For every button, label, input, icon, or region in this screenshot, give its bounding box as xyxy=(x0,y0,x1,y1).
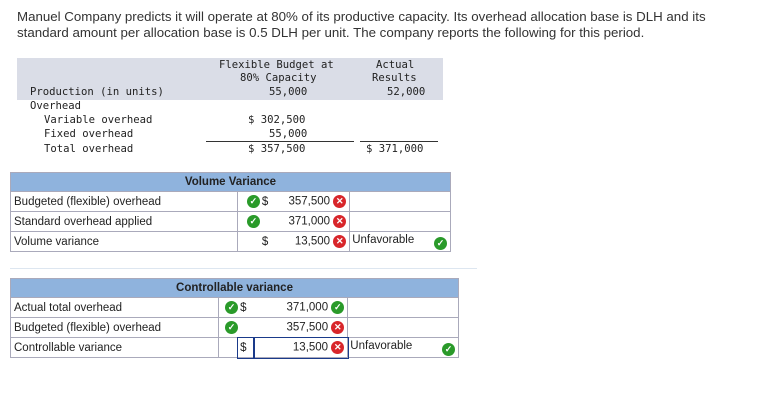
result-cell xyxy=(349,211,451,232)
table-row: Budgeted (flexible) overhead ✓ 357,500 ✕ xyxy=(10,317,459,338)
row-label: Budgeted (flexible) overhead xyxy=(10,317,219,338)
check-circle-icon: ✓ xyxy=(442,342,455,356)
total-overhead-value: $ 357,500 xyxy=(248,143,306,155)
result-cell xyxy=(347,317,459,338)
check-circle-icon: ✓ xyxy=(246,195,260,208)
currency[interactable]: $ xyxy=(259,191,280,212)
flex-header-line2: 80% Capacity xyxy=(240,72,317,84)
flex-units: 55,000 xyxy=(269,86,308,98)
volume-variance-title: Volume Variance xyxy=(10,172,451,192)
check-circle-icon: ✓ xyxy=(225,301,239,314)
table-row: Controllable variance $ 13,500 ✕ Unfavor… xyxy=(10,336,459,359)
currency[interactable]: $ xyxy=(259,231,280,252)
table-row: Standard overhead applied ✓ 371,000 ✕ xyxy=(9,211,451,232)
amount-input[interactable]: 357,500 xyxy=(288,195,331,208)
amount-input[interactable]: 13,500 xyxy=(292,341,329,354)
table-row: Volume variance $ 13,500 ✕ Unfavorable ✓ xyxy=(9,231,451,252)
row-label: Budgeted (flexible) overhead xyxy=(9,191,239,212)
actual-units: 52,000 xyxy=(387,86,426,98)
row-label: Actual total overhead xyxy=(10,297,219,318)
fixed-overhead-label: Fixed overhead xyxy=(44,128,134,140)
table-row: Budgeted (flexible) overhead ✓ $ 357,500… xyxy=(9,191,451,212)
actual-header-line2: Results xyxy=(372,72,417,84)
controllable-variance-title: Controllable variance xyxy=(10,278,459,298)
variable-overhead-label: Variable overhead xyxy=(44,114,153,126)
amount-input[interactable]: 371,000 xyxy=(288,215,331,228)
result-cell xyxy=(349,191,451,212)
actual-total-overhead: $ 371,000 xyxy=(366,143,424,155)
volume-variance-table: Volume Variance Budgeted (flexible) over… xyxy=(9,172,451,252)
x-circle-icon: ✕ xyxy=(331,321,345,334)
x-circle-icon: ✕ xyxy=(331,341,345,354)
variance-result-select[interactable]: Unfavorable xyxy=(352,233,415,246)
total-rule-flex xyxy=(206,141,354,142)
actual-header-line1: Actual xyxy=(376,59,415,71)
result-cell xyxy=(347,297,459,318)
check-circle-icon: ✓ xyxy=(434,236,447,250)
amount-input[interactable]: 371,000 xyxy=(286,301,329,314)
x-circle-icon: ✕ xyxy=(333,215,347,228)
check-circle-icon: ✓ xyxy=(246,215,260,228)
x-circle-icon: ✕ xyxy=(333,235,347,248)
divider xyxy=(10,268,477,269)
problem-text: Manuel Company predicts it will operate … xyxy=(17,9,706,40)
amount-input[interactable]: 357,500 xyxy=(286,321,329,334)
currency[interactable]: $ xyxy=(237,336,256,359)
actual-header-band xyxy=(360,58,443,100)
check-circle-icon: ✓ xyxy=(331,301,345,314)
amount-input[interactable]: 13,500 xyxy=(294,235,331,248)
table-row: Actual total overhead ✓ $ 371,000 ✓ xyxy=(10,297,459,318)
production-label: Production (in units) xyxy=(30,86,164,98)
row-label: Volume variance xyxy=(9,231,239,252)
row-label: Standard overhead applied xyxy=(9,211,239,232)
currency[interactable] xyxy=(259,211,280,232)
total-rule-actual xyxy=(360,141,438,142)
controllable-variance-table: Controllable variance Actual total overh… xyxy=(10,278,459,359)
variance-result-select[interactable]: Unfavorable xyxy=(350,339,413,352)
overhead-label: Overhead xyxy=(30,100,82,112)
currency[interactable] xyxy=(238,317,255,338)
row-label: Controllable variance xyxy=(10,337,219,358)
currency[interactable]: $ xyxy=(238,297,255,318)
check-circle-icon: ✓ xyxy=(225,321,239,334)
flex-header-line1: Flexible Budget at xyxy=(219,59,334,71)
variable-overhead-value: $ 302,500 xyxy=(248,114,306,126)
x-circle-icon: ✕ xyxy=(333,195,347,208)
fixed-overhead-value: 55,000 xyxy=(269,128,308,140)
total-overhead-label: Total overhead xyxy=(44,143,134,155)
